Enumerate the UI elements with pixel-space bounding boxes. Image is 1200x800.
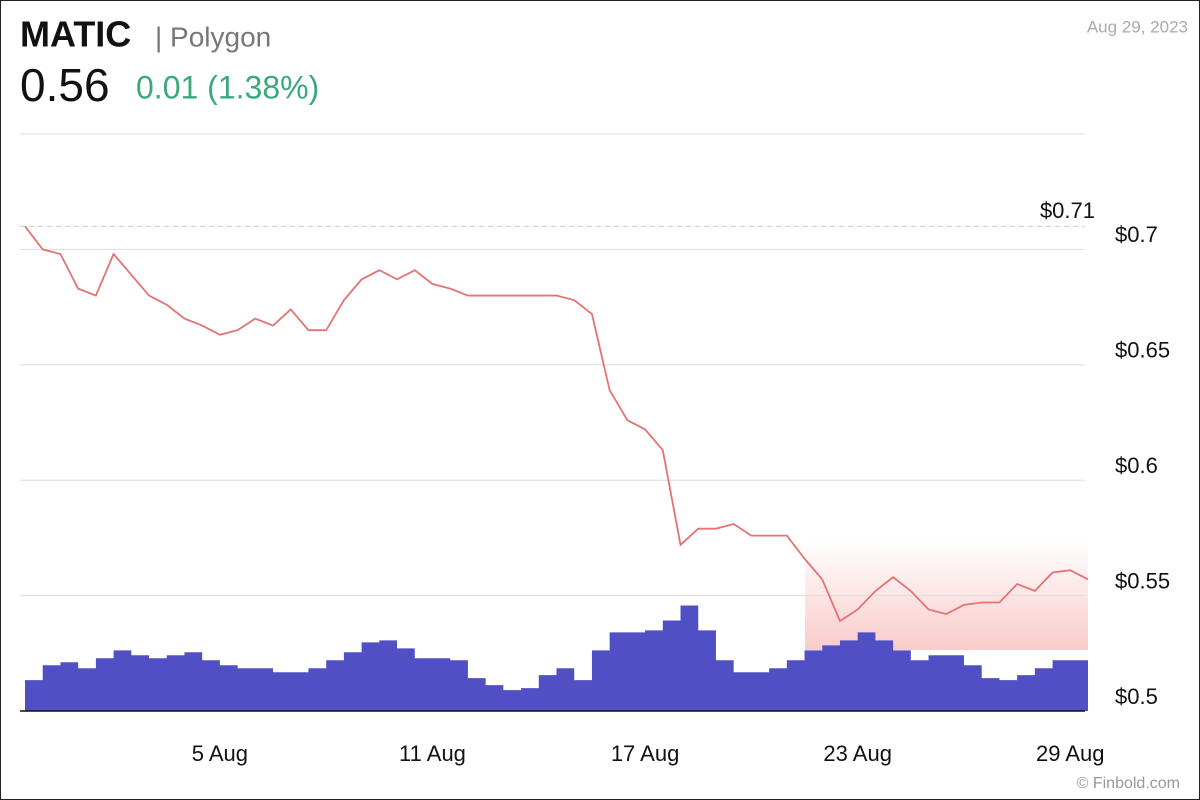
y-tick-label: $0.6 bbox=[1115, 453, 1158, 478]
y-tick-label: $0.7 bbox=[1115, 222, 1158, 247]
y-tick-label: $0.55 bbox=[1115, 568, 1170, 593]
price-line bbox=[24, 225, 1089, 623]
asset-name: | Polygon bbox=[155, 21, 271, 52]
x-tick-label: 5 Aug bbox=[192, 741, 248, 766]
highlight bbox=[805, 540, 1088, 650]
x-tick-label: 29 Aug bbox=[1036, 741, 1105, 766]
reference-label: $0.71 bbox=[1040, 198, 1095, 223]
volume-area bbox=[25, 605, 1088, 711]
x-tick-label: 11 Aug bbox=[399, 741, 466, 766]
x-tick-label: 17 Aug bbox=[611, 741, 680, 766]
y-tick-label: $0.65 bbox=[1115, 338, 1170, 363]
price-change: 0.01 (1.38%) bbox=[136, 69, 319, 105]
credit: © Finbold.com bbox=[1077, 775, 1180, 792]
symbol: MATIC bbox=[20, 14, 131, 55]
x-tick-label: 23 Aug bbox=[823, 741, 892, 766]
y-tick-label: $0.5 bbox=[1115, 684, 1158, 709]
date: Aug 29, 2023 bbox=[1087, 17, 1188, 36]
price: 0.56 bbox=[20, 59, 110, 111]
